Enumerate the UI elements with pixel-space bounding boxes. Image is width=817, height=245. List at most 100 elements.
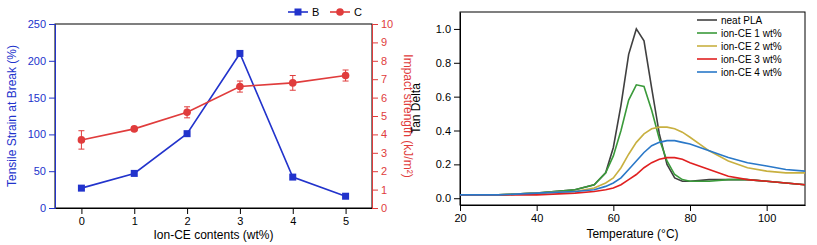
tick: 9 — [372, 36, 387, 48]
tick-label: 0.2 — [436, 158, 451, 170]
legend-line — [697, 19, 717, 21]
tick: 20 — [454, 205, 466, 224]
tick-label: 5 — [381, 110, 387, 122]
tick: 3 — [372, 147, 387, 159]
tick-label: 1.0 — [436, 23, 451, 35]
legend-item: ion-CE 1 wt% — [697, 28, 782, 39]
tick: 1 — [372, 184, 387, 196]
tick: 1.0 — [436, 23, 460, 35]
y-axis-title: Tan Delta — [409, 83, 423, 134]
tick-mark — [454, 29, 460, 30]
marker — [342, 72, 350, 80]
tick: 0.8 — [436, 57, 460, 69]
tick: 60 — [608, 205, 620, 224]
series — [460, 141, 805, 195]
tick-label: 0.8 — [436, 57, 451, 69]
tick: 5 — [372, 110, 387, 122]
tick: 3 — [237, 208, 243, 227]
error-bar — [290, 76, 296, 91]
tick-mark — [187, 208, 188, 214]
marker — [131, 170, 138, 177]
legend-line — [697, 32, 717, 34]
tick-label: 0 — [79, 215, 85, 227]
marker — [336, 8, 344, 16]
axis-line — [55, 25, 56, 209]
tick: 250 — [28, 18, 55, 30]
tick-mark — [372, 79, 378, 80]
legend-item: ion-CE 4 wt% — [697, 67, 782, 78]
tick-label: 80 — [684, 212, 696, 224]
tick-mark — [293, 208, 294, 214]
chart: 204060801000.00.20.40.60.81.0Temperature… — [409, 12, 806, 241]
tick-label: 10 — [381, 18, 393, 30]
tick-mark — [49, 208, 55, 209]
tick: 7 — [372, 73, 387, 85]
tick-mark — [49, 24, 55, 25]
legend: BC — [288, 6, 362, 18]
tick: 0.0 — [436, 192, 460, 204]
tick: 4 — [372, 128, 387, 140]
tick-mark — [346, 208, 347, 214]
tick-mark — [537, 205, 538, 211]
tick-mark — [613, 205, 614, 211]
tick-label: 4 — [381, 128, 387, 140]
x-axis: 20 40 60 80 100 — [454, 205, 805, 224]
tick-label: 0 — [381, 202, 387, 214]
tick-mark — [460, 205, 461, 211]
figure: 012345050100150200250012345678910Ion-CE … — [0, 0, 817, 245]
tick-mark — [454, 198, 460, 199]
tick-label: 0.0 — [436, 192, 451, 204]
tick-label: 1 — [132, 215, 138, 227]
tick-mark — [372, 98, 378, 99]
y-axis: 050100150200250 — [28, 18, 56, 214]
line — [81, 76, 345, 140]
legend-label: C — [354, 6, 362, 18]
plot-area — [78, 50, 350, 200]
marker — [183, 109, 191, 117]
legend-label: ion-CE 1 wt% — [721, 28, 782, 39]
tick-label: 7 — [381, 73, 387, 85]
tick-mark — [372, 190, 378, 191]
tick: 0 — [40, 202, 55, 214]
tick-mark — [49, 98, 55, 99]
legend-line — [697, 45, 717, 47]
marker — [289, 79, 297, 87]
tick-label: 2 — [185, 215, 191, 227]
marker — [78, 136, 86, 144]
legend-item: ion-CE 3 wt% — [697, 54, 782, 65]
tick-label: 5 — [343, 215, 349, 227]
plot-area — [460, 29, 805, 195]
tick-mark — [372, 61, 378, 62]
tick-mark — [372, 171, 378, 172]
tick-label: 150 — [28, 92, 46, 104]
tick-label: 50 — [34, 165, 46, 177]
tick-mark — [372, 153, 378, 154]
tick-label: 0.6 — [436, 91, 451, 103]
tick-label: 100 — [758, 212, 776, 224]
tick-mark — [134, 208, 135, 214]
tick-label: 1 — [381, 184, 387, 196]
series — [78, 50, 349, 200]
tick: 80 — [684, 205, 696, 224]
marker — [130, 125, 138, 133]
tick-label: 3 — [237, 215, 243, 227]
tick-mark — [690, 205, 691, 211]
axis-line — [56, 208, 373, 209]
tick: 0 — [79, 208, 85, 227]
tick: 40 — [531, 205, 543, 224]
error-bar — [237, 81, 243, 92]
tick: 5 — [343, 208, 349, 227]
tick: 200 — [28, 55, 55, 67]
marker — [289, 174, 296, 181]
error-bar — [343, 70, 349, 81]
tick-mark — [454, 164, 460, 165]
tick-mark — [49, 171, 55, 172]
y-axis: 0.00.20.40.60.81.0 — [436, 13, 461, 206]
plot-frame — [460, 12, 805, 205]
chart: 012345050100150200250012345678910Ion-CE … — [5, 6, 415, 242]
line — [460, 29, 805, 195]
tick: 150 — [28, 92, 55, 104]
marker — [236, 83, 244, 91]
tick-mark — [372, 116, 378, 117]
error-bar — [78, 131, 84, 149]
